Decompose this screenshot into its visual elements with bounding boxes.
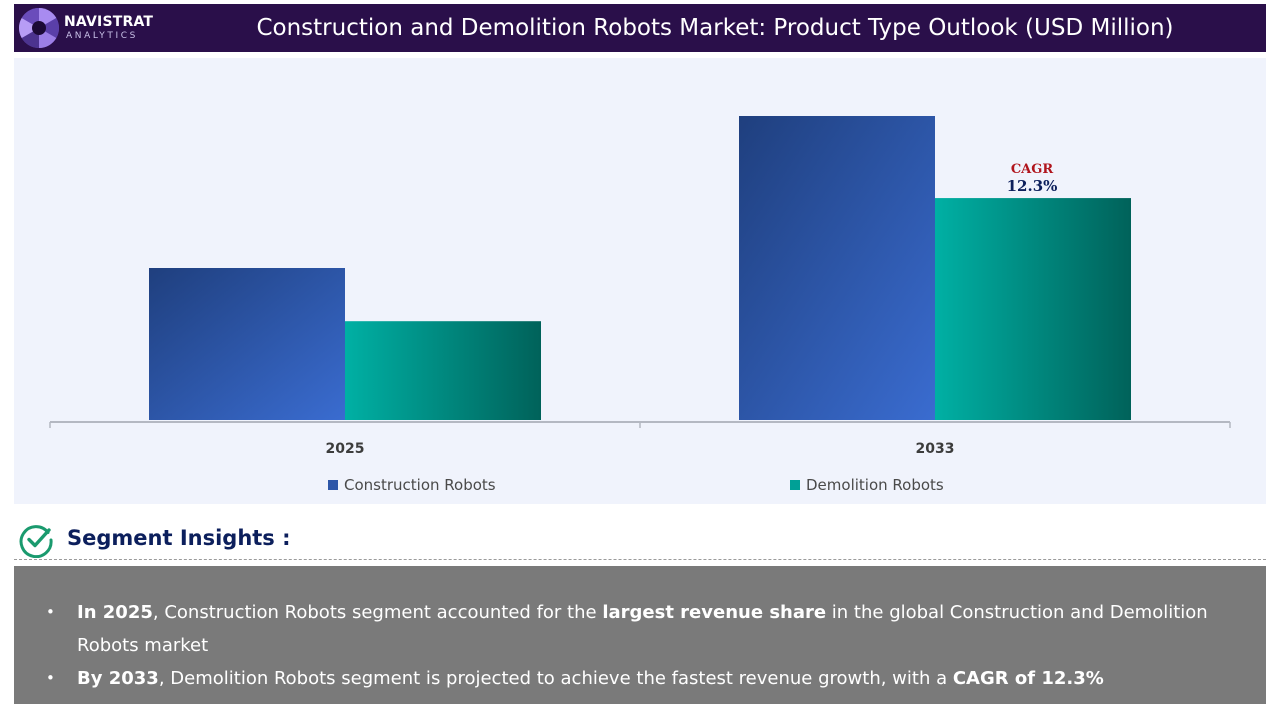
navistrat-logo[interactable]: NAVISTRAT ANALYTICS <box>18 6 158 50</box>
insight-text: in the global Construction and Demolitio… <box>77 602 1208 656</box>
page-title: Construction and Demolition Robots Marke… <box>256 15 1174 41</box>
legend-label: Demolition Robots <box>806 476 944 494</box>
x-tick-label: 2033 <box>916 441 955 457</box>
bar-demolition-robots-2025 <box>345 321 541 420</box>
legend-swatch <box>790 480 800 490</box>
check-circle-icon <box>19 525 53 558</box>
logo-wheel-icon <box>19 8 59 48</box>
bar-demolition-robots-2033 <box>935 198 1131 420</box>
bullet-icon: • <box>46 603 55 621</box>
cagr-value: 12.3% <box>1007 177 1058 195</box>
header-bar: NAVISTRAT ANALYTICS Construction and Dem… <box>14 4 1266 52</box>
insight-text: , Demolition Robots segment is projected… <box>158 668 953 689</box>
segment-insights-header: Segment Insights : <box>14 518 1266 560</box>
insight-lead: In 2025 <box>77 602 153 623</box>
insights-box: • In 2025, Construction Robots segment a… <box>14 566 1266 704</box>
logo-name: NAVISTRAT <box>64 14 154 30</box>
insight-highlight: CAGR of 12.3% <box>952 668 1104 689</box>
cagr-label: CAGR <box>1011 162 1054 177</box>
insight-item: • By 2033, Demolition Robots segment is … <box>44 662 1256 695</box>
x-tick-label: 2025 <box>326 441 365 457</box>
insight-item: • In 2025, Construction Robots segment a… <box>44 596 1256 662</box>
segment-insights-title: Segment Insights : <box>67 526 291 550</box>
chart-panel: 2025 CAGR 12.3% 2033 Construction Robots Dem… <box>14 58 1266 504</box>
legend-swatch <box>328 480 338 490</box>
bar-construction-robots-2033 <box>739 116 935 420</box>
logo-subtitle: ANALYTICS <box>66 31 138 41</box>
insight-highlight: largest revenue share <box>602 602 827 623</box>
insight-lead: By 2033 <box>77 668 159 689</box>
bar-construction-robots-2025 <box>149 268 345 420</box>
bullet-icon: • <box>46 669 55 687</box>
legend-label: Construction Robots <box>344 476 496 494</box>
insight-text: , Construction Robots segment accounted … <box>152 602 603 623</box>
